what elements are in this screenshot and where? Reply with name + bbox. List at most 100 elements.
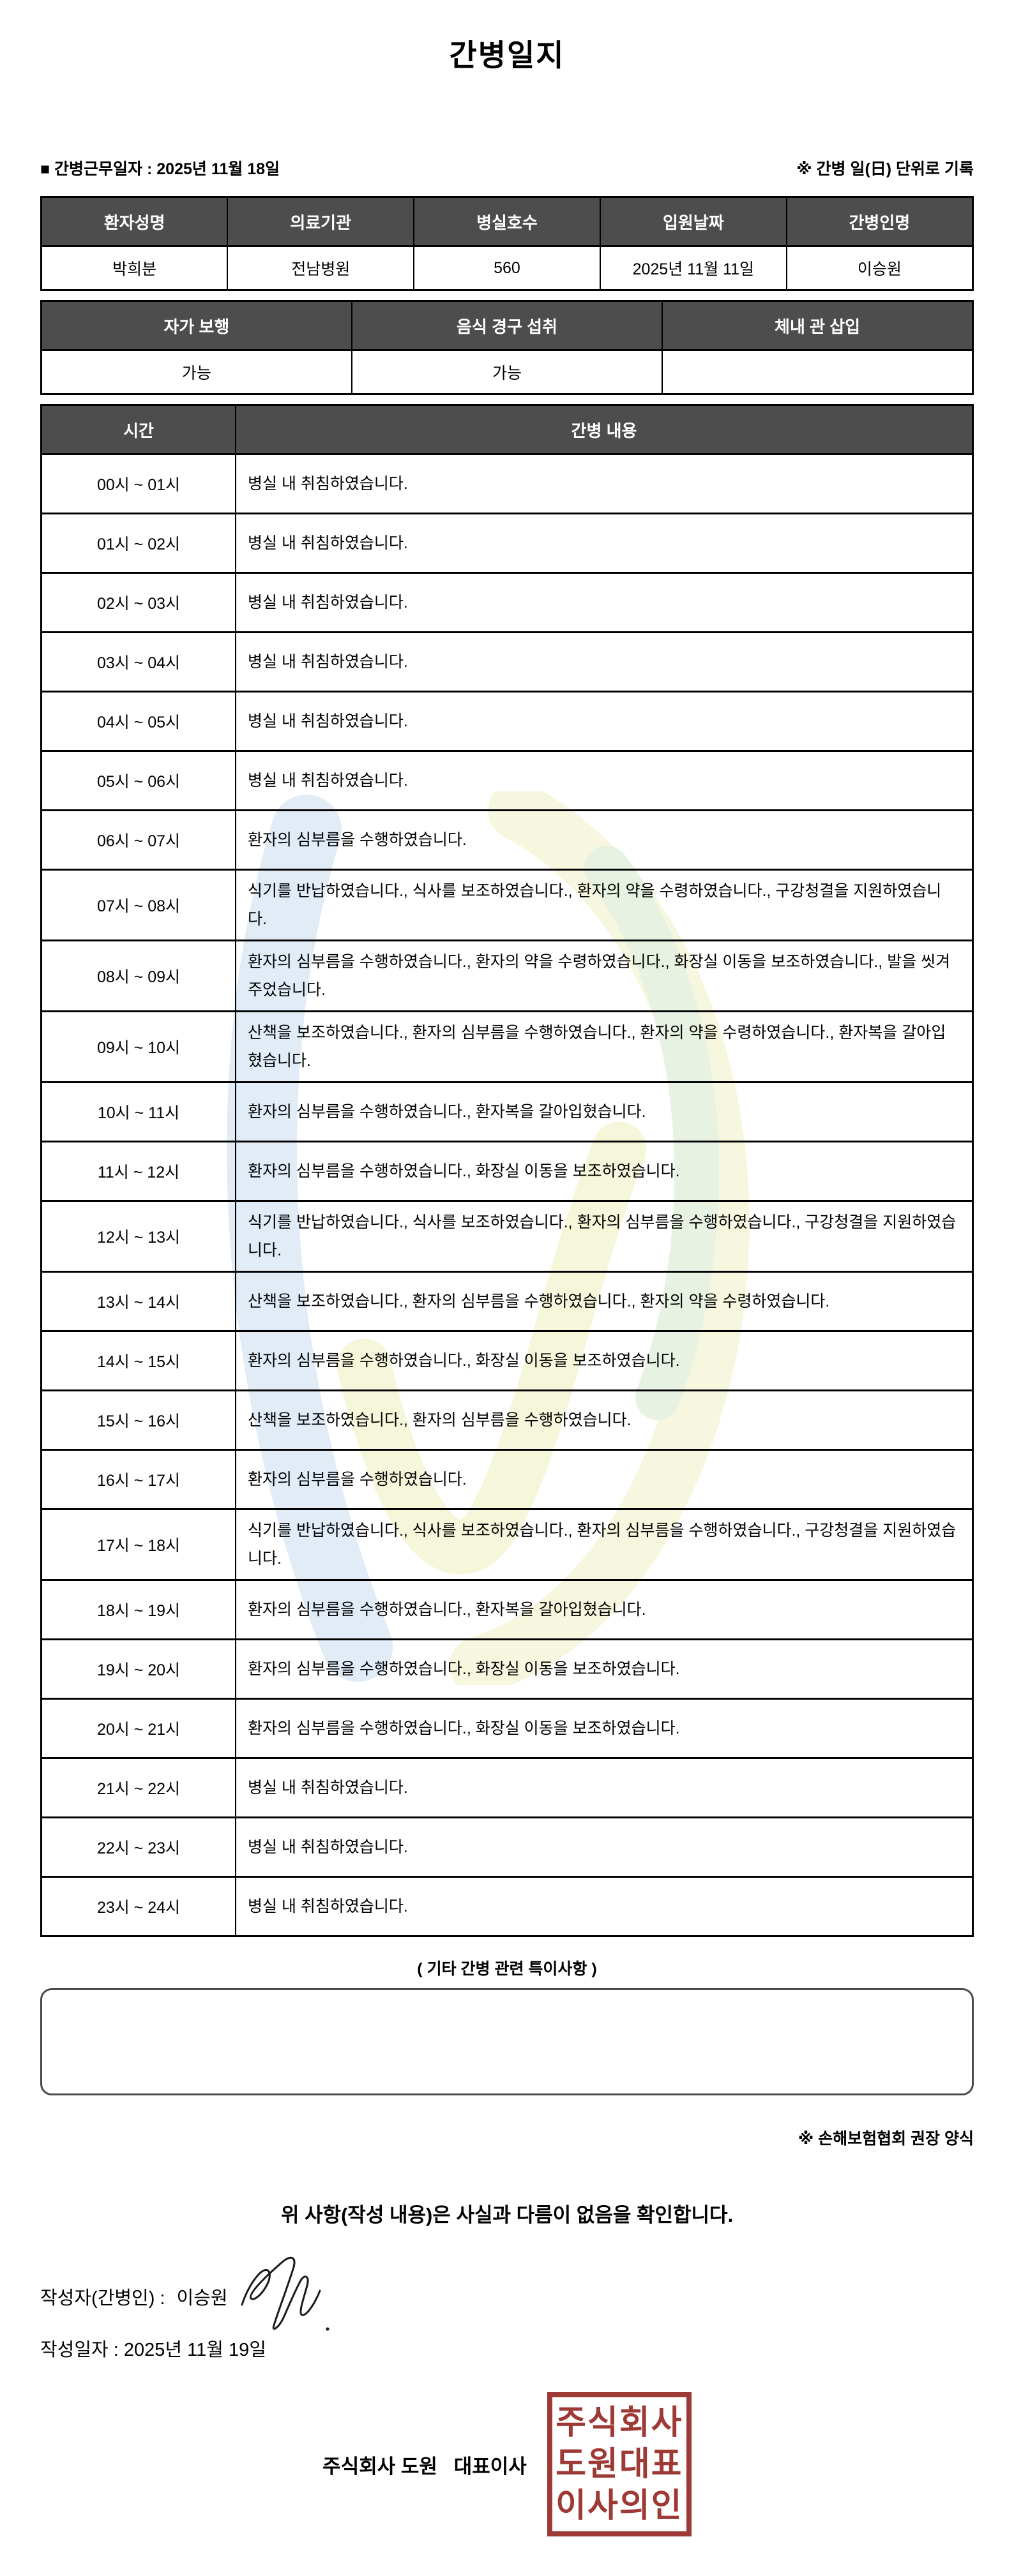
patient-info-header-cell: 병실호수 — [413, 196, 601, 247]
patient-status-header-cell: 음식 경구 섭취 — [351, 300, 663, 351]
care-time-cell: 16시 ~ 17시 — [40, 1449, 236, 1510]
handwritten-signature — [241, 2256, 329, 2331]
care-time-cell: 14시 ~ 15시 — [40, 1330, 236, 1391]
patient-info-value-cell: 박희분 — [40, 245, 229, 291]
company-name-text: 주식회사 도원 대표이사 — [322, 2455, 527, 2478]
care-content-cell: 환자의 심부름을 수행하였습니다., 화장실 이동을 보조하였습니다. — [235, 1141, 974, 1202]
care-time-cell: 17시 ~ 18시 — [40, 1508, 236, 1581]
care-time-cell: 03시 ~ 04시 — [40, 631, 236, 693]
care-content-cell: 병실 내 취침하였습니다. — [235, 1816, 974, 1878]
care-time-cell: 15시 ~ 16시 — [40, 1389, 236, 1451]
confirmation-statement: 위 사항(작성 내용)은 사실과 다름이 없음을 확인합니다. — [280, 2204, 734, 2226]
care-content-cell: 환자의 심부름을 수행하였습니다. — [235, 809, 974, 871]
care-log-row: 00시 ~ 01시 병실 내 취침하였습니다. — [40, 453, 974, 514]
care-log-row: 05시 ~ 06시 병실 내 취침하였습니다. — [40, 750, 974, 811]
care-time-cell: 13시 ~ 14시 — [40, 1271, 236, 1332]
writer-line: 작성자(간병인) : 이승원 — [40, 2256, 974, 2331]
care-content-cell: 산책을 보조하였습니다., 환자의 심부름을 수행하였습니다. — [235, 1389, 974, 1451]
writer-name: 이승원 — [176, 2288, 228, 2309]
care-content-cell: 식기를 반납하였습니다., 식사를 보조하였습니다., 환자의 심부름을 수행하… — [235, 1508, 974, 1581]
care-log-row: 06시 ~ 07시 환자의 심부름을 수행하였습니다. — [40, 809, 974, 871]
care-time-cell: 02시 ~ 03시 — [40, 572, 236, 633]
care-content-cell: 환자의 심부름을 수행하였습니다. — [235, 1449, 974, 1510]
care-content-cell: 환자의 심부름을 수행하였습니다., 화장실 이동을 보조하였습니다. — [235, 1330, 974, 1391]
care-log-row: 13시 ~ 14시 산책을 보조하였습니다., 환자의 심부름을 수행하였습니다.… — [40, 1271, 974, 1332]
care-time-cell: 08시 ~ 09시 — [40, 940, 236, 1012]
care-time-cell: 19시 ~ 20시 — [40, 1638, 236, 1700]
care-content-cell: 식기를 반납하였습니다., 식사를 보조하였습니다., 환자의 심부름을 수행하… — [235, 1200, 974, 1273]
care-log-row: 14시 ~ 15시 환자의 심부름을 수행하였습니다., 화장실 이동을 보조하였… — [40, 1330, 974, 1391]
stamp-line: 주식회사 — [556, 2404, 683, 2442]
care-time-cell: 00시 ~ 01시 — [40, 453, 236, 514]
patient-status-value-cell: 가능 — [40, 349, 352, 395]
care-time-cell: 04시 ~ 05시 — [40, 691, 236, 752]
page-title: 간병일지 — [449, 38, 565, 72]
care-time-cell: 11시 ~ 12시 — [40, 1141, 236, 1202]
care-time-cell: 09시 ~ 10시 — [40, 1010, 236, 1083]
care-log-header-row: 시간 간병 내용 — [40, 404, 974, 455]
care-content-cell: 환자의 심부름을 수행하였습니다., 환자복을 갈아입혔습니다. — [235, 1579, 974, 1640]
care-log-row: 19시 ~ 20시 환자의 심부름을 수행하였습니다., 화장실 이동을 보조하였… — [40, 1638, 974, 1700]
patient-info-value-cell: 전남병원 — [227, 245, 415, 291]
care-log-row: 02시 ~ 03시 병실 내 취침하였습니다. — [40, 572, 974, 633]
care-time-cell: 06시 ~ 07시 — [40, 809, 236, 871]
patient-status-value-row: 가능 가능 — [40, 349, 974, 395]
meta-row: ■ 간병근무일자 : 2025년 11월 18일 ※ 간병 일(日) 단위로 기… — [40, 156, 974, 179]
care-log-row: 08시 ~ 09시 환자의 심부름을 수행하였습니다., 환자의 약을 수령하였습… — [40, 940, 974, 1012]
care-time-cell: 22시 ~ 23시 — [40, 1816, 236, 1878]
care-log-row: 07시 ~ 08시 식기를 반납하였습니다., 식사를 보조하였습니다., 환자의… — [40, 869, 974, 941]
care-log-row: 11시 ~ 12시 환자의 심부름을 수행하였습니다., 화장실 이동을 보조하였… — [40, 1141, 974, 1202]
patient-info-header-cell: 간병인명 — [785, 196, 974, 247]
patient-status-header-row: 자가 보행 음식 경구 섭취 체내 관 삽입 — [40, 300, 974, 351]
care-time-cell: 07시 ~ 08시 — [40, 869, 236, 941]
care-time-cell: 01시 ~ 02시 — [40, 513, 236, 574]
stamp-line: 도원대표 — [556, 2445, 683, 2483]
patient-status-value-cell: 가능 — [351, 349, 663, 395]
care-content-cell: 산책을 보조하였습니다., 환자의 심부름을 수행하였습니다., 환자의 약을 … — [235, 1010, 974, 1083]
care-log-row: 23시 ~ 24시 병실 내 취침하였습니다. — [40, 1876, 974, 1937]
care-content-cell: 병실 내 취침하였습니다. — [235, 513, 974, 574]
care-content-cell: 산책을 보조하였습니다., 환자의 심부름을 수행하였습니다., 환자의 약을 … — [235, 1271, 974, 1332]
care-log-row: 17시 ~ 18시 식기를 반납하였습니다., 식사를 보조하였습니다., 환자의… — [40, 1508, 974, 1581]
patient-status-value-cell — [662, 349, 974, 395]
care-log-row: 21시 ~ 22시 병실 내 취침하였습니다. — [40, 1757, 974, 1818]
patient-status-header-cell: 자가 보행 — [40, 300, 352, 351]
care-time-cell: 10시 ~ 11시 — [40, 1081, 236, 1142]
care-content-cell: 병실 내 취침하였습니다. — [235, 572, 974, 633]
care-log-table: 시간 간병 내용 00시 ~ 01시 병실 내 취침하였습니다. 01시 ~ 02시 병… — [40, 404, 974, 1937]
care-content-cell: 환자의 심부름을 수행하였습니다., 환자복을 갈아입혔습니다. — [235, 1081, 974, 1142]
care-log-row: 03시 ~ 04시 병실 내 취침하였습니다. — [40, 631, 974, 693]
care-content-cell: 환자의 심부름을 수행하였습니다., 환자의 약을 수령하였습니다., 화장실 … — [235, 940, 974, 1012]
care-log-header-cell: 간병 내용 — [235, 404, 974, 455]
care-content-cell: 환자의 심부름을 수행하였습니다., 화장실 이동을 보조하였습니다. — [235, 1698, 974, 1759]
care-log-row: 10시 ~ 11시 환자의 심부름을 수행하였습니다., 환자복을 갈아입혔습니다… — [40, 1081, 974, 1142]
care-content-cell: 병실 내 취침하였습니다. — [235, 750, 974, 811]
care-time-cell: 12시 ~ 13시 — [40, 1200, 236, 1273]
care-log-row: 20시 ~ 21시 환자의 심부름을 수행하였습니다., 화장실 이동을 보조하였… — [40, 1698, 974, 1759]
care-time-cell: 21시 ~ 22시 — [40, 1757, 236, 1818]
patient-info-value-row: 박희분 전남병원 560 2025년 11월 11일 이승원 — [40, 245, 974, 291]
care-log-row: 04시 ~ 05시 병실 내 취침하였습니다. — [40, 691, 974, 752]
corporate-seal-stamp: 주식회사 도원대표 이사의인 — [547, 2392, 692, 2536]
care-log-row: 16시 ~ 17시 환자의 심부름을 수행하였습니다. — [40, 1449, 974, 1510]
care-content-cell: 환자의 심부름을 수행하였습니다., 화장실 이동을 보조하였습니다. — [235, 1638, 974, 1700]
care-content-cell: 병실 내 취침하였습니다. — [235, 691, 974, 752]
care-content-cell: 병실 내 취침하였습니다. — [235, 453, 974, 514]
care-time-cell: 05시 ~ 06시 — [40, 750, 236, 811]
write-date-line: 작성일자 : 2025년 11월 19일 — [40, 2340, 266, 2360]
patient-info-header-cell: 의료기관 — [227, 196, 415, 247]
patient-info-header-row: 환자성명 의료기관 병실호수 입원날짜 간병인명 — [40, 196, 974, 247]
company-seal-row: 주식회사 도원 대표이사 주식회사 도원대표 이사의인 — [40, 2391, 974, 2538]
care-log-row: 18시 ~ 19시 환자의 심부름을 수행하였습니다., 환자복을 갈아입혔습니다… — [40, 1579, 974, 1640]
patient-info-table: 환자성명 의료기관 병실호수 입원날짜 간병인명 박희분 전남병원 560 2025년 11월… — [40, 196, 974, 291]
patient-info-header-cell: 입원날짜 — [599, 196, 787, 247]
care-time-cell: 23시 ~ 24시 — [40, 1876, 236, 1937]
care-time-cell: 18시 ~ 19시 — [40, 1579, 236, 1640]
stamp-line: 이사의인 — [556, 2487, 683, 2524]
patient-info-value-cell: 이승원 — [785, 245, 974, 291]
patient-info-header-cell: 환자성명 — [40, 196, 229, 247]
care-content-cell: 병실 내 취침하였습니다. — [235, 1876, 974, 1937]
patient-info-value-cell: 560 — [413, 245, 601, 291]
work-date-label: ■ 간병근무일자 : 2025년 11월 18일 — [40, 160, 280, 178]
